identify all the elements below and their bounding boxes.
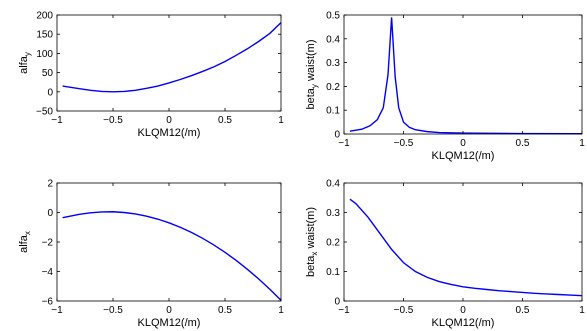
- y-axis-label-main: alfa: [18, 234, 30, 253]
- plot-4: −1 −0.5 0 0.5 1 0 0.1 0.2 0.3 0.4 KLQM12(/m) betax …: [305, 179, 585, 330]
- y-tick-label: −4: [42, 267, 54, 278]
- y-axis-label: betax waist(m): [305, 207, 319, 277]
- y-tick-label: −50: [36, 107, 53, 118]
- plot-1: −1 −0.5 0 0.5 1 −50 0 50 100 150 200 KLQM12(/m) alfa…: [18, 11, 284, 140]
- y-axis-label-subscript: x: [23, 231, 32, 235]
- series-line: [62, 211, 282, 301]
- y-tick-label: 100: [36, 49, 53, 60]
- x-tick-label: −1: [51, 305, 63, 316]
- x-axis-label: KLQM12(/m): [138, 317, 201, 329]
- plot-3: −1 −0.5 0 0.5 1 −6 −4 −2 0 2 KLQM12(/m) alfax: [18, 179, 284, 330]
- x-axis-label: KLQM12(/m): [138, 127, 201, 139]
- x-tick-label: 0: [166, 115, 172, 126]
- y-tick-label: 0.4: [326, 179, 340, 190]
- y-axis-label-main: alfa: [18, 55, 30, 74]
- x-tick-label: −0.5: [394, 138, 414, 149]
- x-tick-label: 1: [579, 305, 585, 316]
- x-tick-label: 1: [278, 115, 284, 126]
- y-tick-label: 0.4: [326, 34, 340, 45]
- x-tick-label: 0: [460, 138, 466, 149]
- x-tick-label: 0.5: [218, 305, 232, 316]
- y-tick-label: 0: [47, 87, 53, 98]
- x-tick-label: −0.5: [103, 115, 123, 126]
- y-axis-label-subscript: y: [23, 52, 32, 56]
- x-tick-label: 0.5: [516, 305, 530, 316]
- y-tick-label: 0: [47, 208, 53, 219]
- plot-2: −1 −0.5 0 0.5 1 0 0.1 0.2 0.3 0.4 0.5 KLQM12(/m) bet…: [305, 11, 585, 163]
- y-tick-label: 0.5: [326, 11, 340, 22]
- y-axis-label: alfax: [18, 231, 32, 253]
- y-tick-label: 0.1: [326, 267, 340, 278]
- x-tick-label: −1: [51, 115, 63, 126]
- y-axis-label-main: beta: [305, 87, 317, 109]
- y-axis-label: betay waist(m): [305, 39, 319, 109]
- y-axis-label-main: beta: [305, 255, 317, 277]
- y-tick-label: 0.2: [326, 82, 340, 93]
- y-tick-label: 0.1: [326, 106, 340, 117]
- y-tick-label: −6: [42, 297, 54, 308]
- y-axis-label-suffix: waist(m): [305, 207, 317, 252]
- x-tick-label: 1: [278, 305, 284, 316]
- y-tick-label: 2: [47, 179, 53, 190]
- y-tick-label: 0: [334, 130, 340, 141]
- x-tick-label: 1: [579, 138, 585, 149]
- y-axis-label-subscript: x: [310, 252, 319, 256]
- x-tick-label: 0.5: [516, 138, 530, 149]
- x-axis-label: KLQM12(/m): [432, 150, 495, 162]
- y-tick-label: 50: [42, 68, 54, 79]
- x-tick-label: −0.5: [103, 305, 123, 316]
- x-tick-label: 0: [460, 305, 466, 316]
- y-axis-label-subscript: y: [310, 84, 319, 88]
- y-tick-label: 150: [36, 30, 53, 41]
- y-tick-label: 0: [334, 297, 340, 308]
- y-tick-label: −2: [42, 238, 54, 249]
- y-tick-label: 0.3: [326, 58, 340, 69]
- x-axis-label: KLQM12(/m): [432, 317, 495, 329]
- y-tick-label: 200: [36, 11, 53, 22]
- y-tick-label: 0.3: [326, 208, 340, 219]
- series-line: [349, 17, 583, 135]
- series-line: [349, 198, 583, 297]
- x-tick-label: −1: [338, 138, 350, 149]
- x-tick-label: 0: [166, 305, 172, 316]
- x-tick-label: −1: [338, 305, 350, 316]
- series-line: [62, 22, 282, 93]
- y-tick-label: 0.2: [326, 238, 340, 249]
- y-axis-label-suffix: waist(m): [305, 39, 317, 84]
- x-tick-label: −0.5: [394, 305, 414, 316]
- y-axis-label: alfay: [18, 52, 32, 74]
- x-tick-label: 0.5: [218, 115, 232, 126]
